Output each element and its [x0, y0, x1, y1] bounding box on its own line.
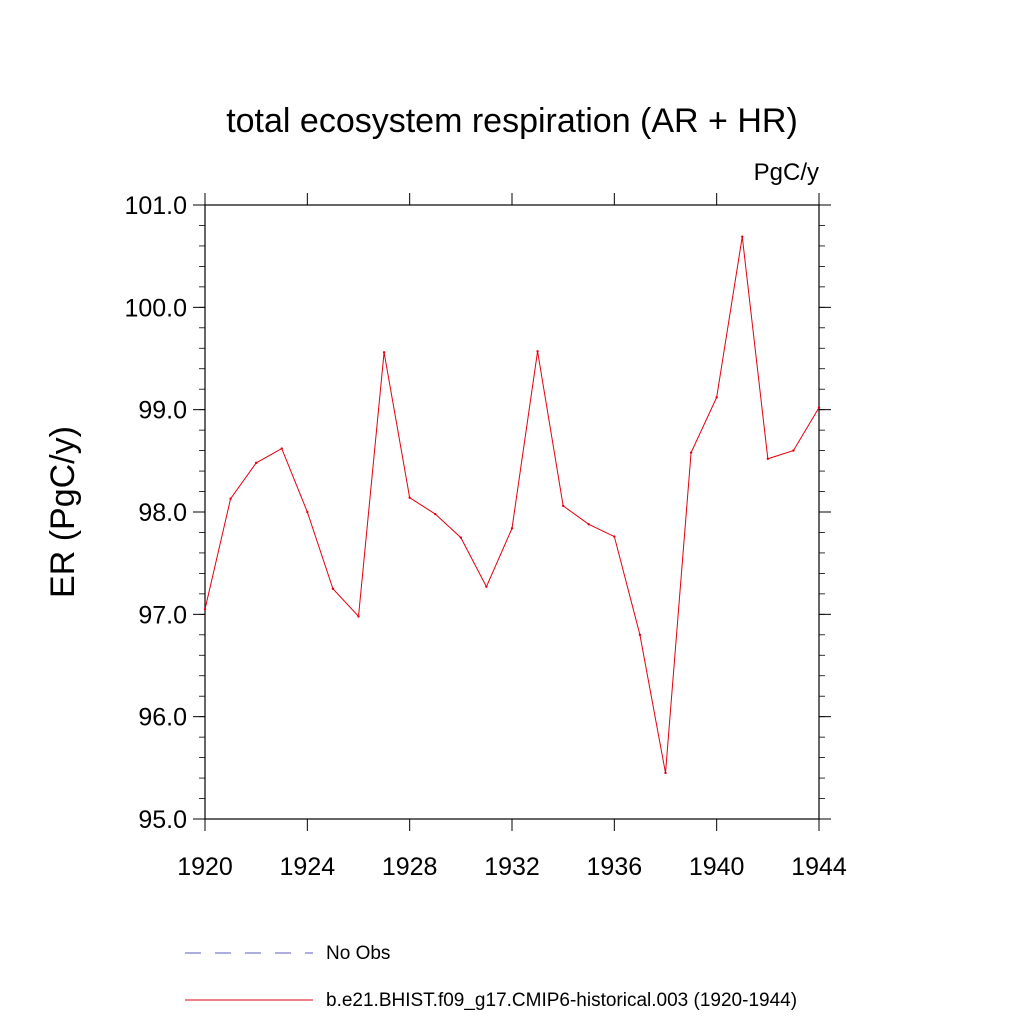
- data-point: [613, 535, 616, 538]
- data-point: [306, 510, 309, 514]
- x-tick-label: 1936: [587, 853, 643, 881]
- data-point: [587, 523, 590, 526]
- y-tick-label: 101.0: [124, 192, 187, 220]
- legend-label-no-obs: No Obs: [326, 943, 390, 964]
- x-axis: 1920 1924 1928 1932 1936 1940 1944: [177, 193, 847, 881]
- data-point: [434, 512, 437, 516]
- series-layer: [203, 235, 821, 775]
- plot-frame: [204, 204, 820, 820]
- legend-entry-model: b.e21.BHIST.f09_g17.CMIP6-historical.003…: [185, 990, 797, 1011]
- data-point: [689, 451, 693, 454]
- data-point: [638, 633, 642, 636]
- data-point: [741, 235, 744, 238]
- chart-title: total ecosystem respiration (AR + HR): [226, 102, 798, 140]
- series-line: [204, 236, 820, 774]
- data-point: [357, 615, 360, 618]
- data-point: [715, 396, 718, 399]
- x-tick-label: 1944: [791, 853, 847, 881]
- data-point: [331, 587, 335, 590]
- data-point: [561, 504, 565, 508]
- data-point: [382, 351, 386, 354]
- legend: No Obs b.e21.BHIST.f09_g17.CMIP6-histori…: [185, 943, 797, 1011]
- data-point: [280, 447, 283, 450]
- y-axis: 95.0 96.0 97.0 98.0 99.0 100.0 101.0: [124, 192, 831, 834]
- y-tick-label: 96.0: [138, 704, 187, 732]
- data-point: [510, 527, 514, 530]
- data-point: [229, 497, 232, 500]
- data-point: [408, 496, 411, 499]
- y-tick-label: 97.0: [138, 601, 187, 629]
- x-tick-label: 1940: [689, 853, 745, 881]
- y-tick-label: 99.0: [138, 397, 187, 425]
- units-label: PgC/y: [754, 159, 819, 186]
- y-tick-label: 100.0: [124, 294, 187, 322]
- y-tick-label: 95.0: [138, 806, 187, 834]
- legend-label-model: b.e21.BHIST.f09_g17.CMIP6-historical.003…: [326, 990, 797, 1011]
- y-tick-label: 98.0: [138, 499, 187, 527]
- y-axis-label: ER (PgC/y): [44, 426, 82, 598]
- data-point: [485, 585, 488, 588]
- data-point: [664, 771, 667, 775]
- x-tick-label: 1920: [177, 853, 233, 881]
- data-point: [536, 350, 539, 353]
- data-point: [254, 461, 258, 465]
- data-point: [203, 608, 207, 611]
- legend-entry-no-obs: No Obs: [185, 943, 390, 964]
- data-point: [792, 449, 795, 452]
- x-tick-label: 1924: [280, 853, 336, 881]
- data-point: [817, 406, 821, 409]
- x-tick-label: 1932: [484, 853, 540, 881]
- data-point: [766, 457, 770, 460]
- x-tick-label: 1928: [382, 853, 438, 881]
- data-point: [459, 536, 463, 539]
